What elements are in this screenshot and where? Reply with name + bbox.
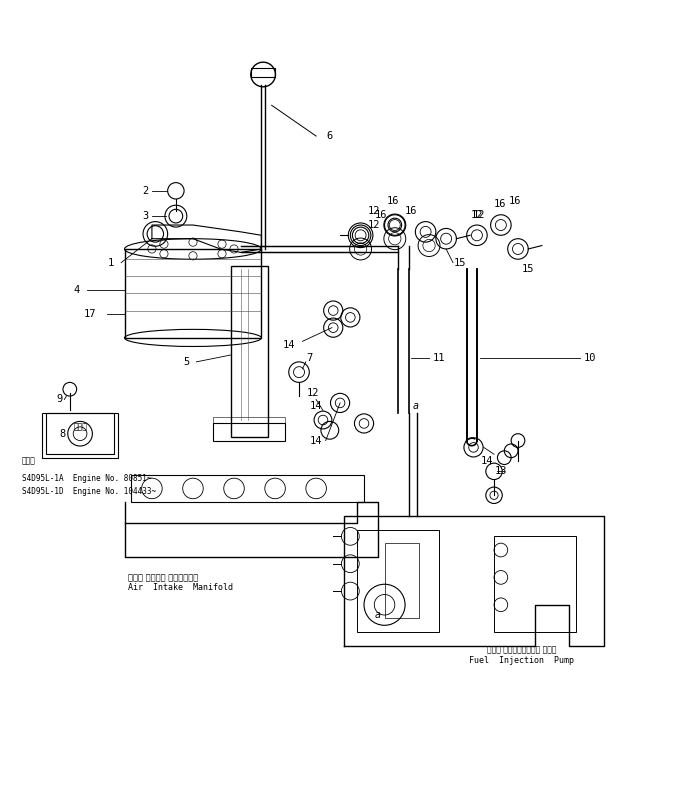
Text: 使用機: 使用機 — [73, 423, 87, 431]
Text: 7: 7 — [306, 353, 313, 364]
Text: a: a — [374, 610, 381, 620]
Text: 16: 16 — [375, 210, 387, 220]
Text: エアー インテク マニホールド: エアー インテク マニホールド — [128, 573, 199, 582]
Text: 13: 13 — [495, 467, 507, 476]
Text: S4D95L-1D  Engine No. 104433~: S4D95L-1D Engine No. 104433~ — [22, 487, 156, 496]
Text: 16: 16 — [405, 206, 417, 217]
Bar — [231, 266, 268, 437]
Text: 11: 11 — [433, 353, 446, 364]
Text: 12: 12 — [473, 210, 485, 220]
Text: 12: 12 — [368, 206, 381, 217]
Text: 14: 14 — [481, 456, 493, 466]
Bar — [43, 413, 117, 458]
Text: 6: 6 — [327, 131, 333, 141]
Text: 5: 5 — [183, 357, 189, 367]
Text: フェル インジェクション ポンプ: フェル インジェクション ポンプ — [486, 646, 556, 655]
Text: 12: 12 — [306, 388, 319, 398]
Text: Fuel  Injection  Pump: Fuel Injection Pump — [469, 656, 574, 665]
Text: 17: 17 — [84, 309, 97, 319]
Text: 14: 14 — [310, 401, 322, 411]
Text: 8: 8 — [60, 429, 66, 439]
Text: 14: 14 — [282, 340, 295, 350]
Text: 16: 16 — [387, 196, 400, 206]
Text: 15: 15 — [453, 257, 466, 268]
Text: 使用機: 使用機 — [22, 456, 36, 466]
Text: 15: 15 — [522, 264, 534, 275]
Text: 16: 16 — [508, 196, 521, 206]
Text: 16: 16 — [493, 200, 506, 209]
Bar — [131, 475, 364, 502]
Text: 4: 4 — [74, 285, 80, 295]
Text: 2: 2 — [142, 186, 148, 196]
Bar — [385, 543, 419, 618]
Bar — [46, 413, 114, 455]
Text: 3: 3 — [142, 211, 148, 221]
Bar — [251, 69, 275, 77]
Text: a: a — [412, 401, 418, 411]
Text: 10: 10 — [583, 353, 596, 364]
Bar — [357, 530, 439, 632]
Bar — [124, 249, 261, 338]
Bar — [214, 416, 285, 423]
Text: 9: 9 — [56, 395, 63, 404]
Bar — [494, 536, 576, 632]
Text: 12: 12 — [471, 210, 483, 220]
Text: 12: 12 — [368, 220, 381, 230]
Text: S4D95L-1A  Engine No. 80851~: S4D95L-1A Engine No. 80851~ — [22, 474, 151, 483]
Text: 14: 14 — [310, 435, 322, 446]
Text: Air  Intake  Manifold: Air Intake Manifold — [128, 583, 233, 592]
Bar — [214, 423, 285, 440]
Text: 1: 1 — [108, 257, 114, 268]
